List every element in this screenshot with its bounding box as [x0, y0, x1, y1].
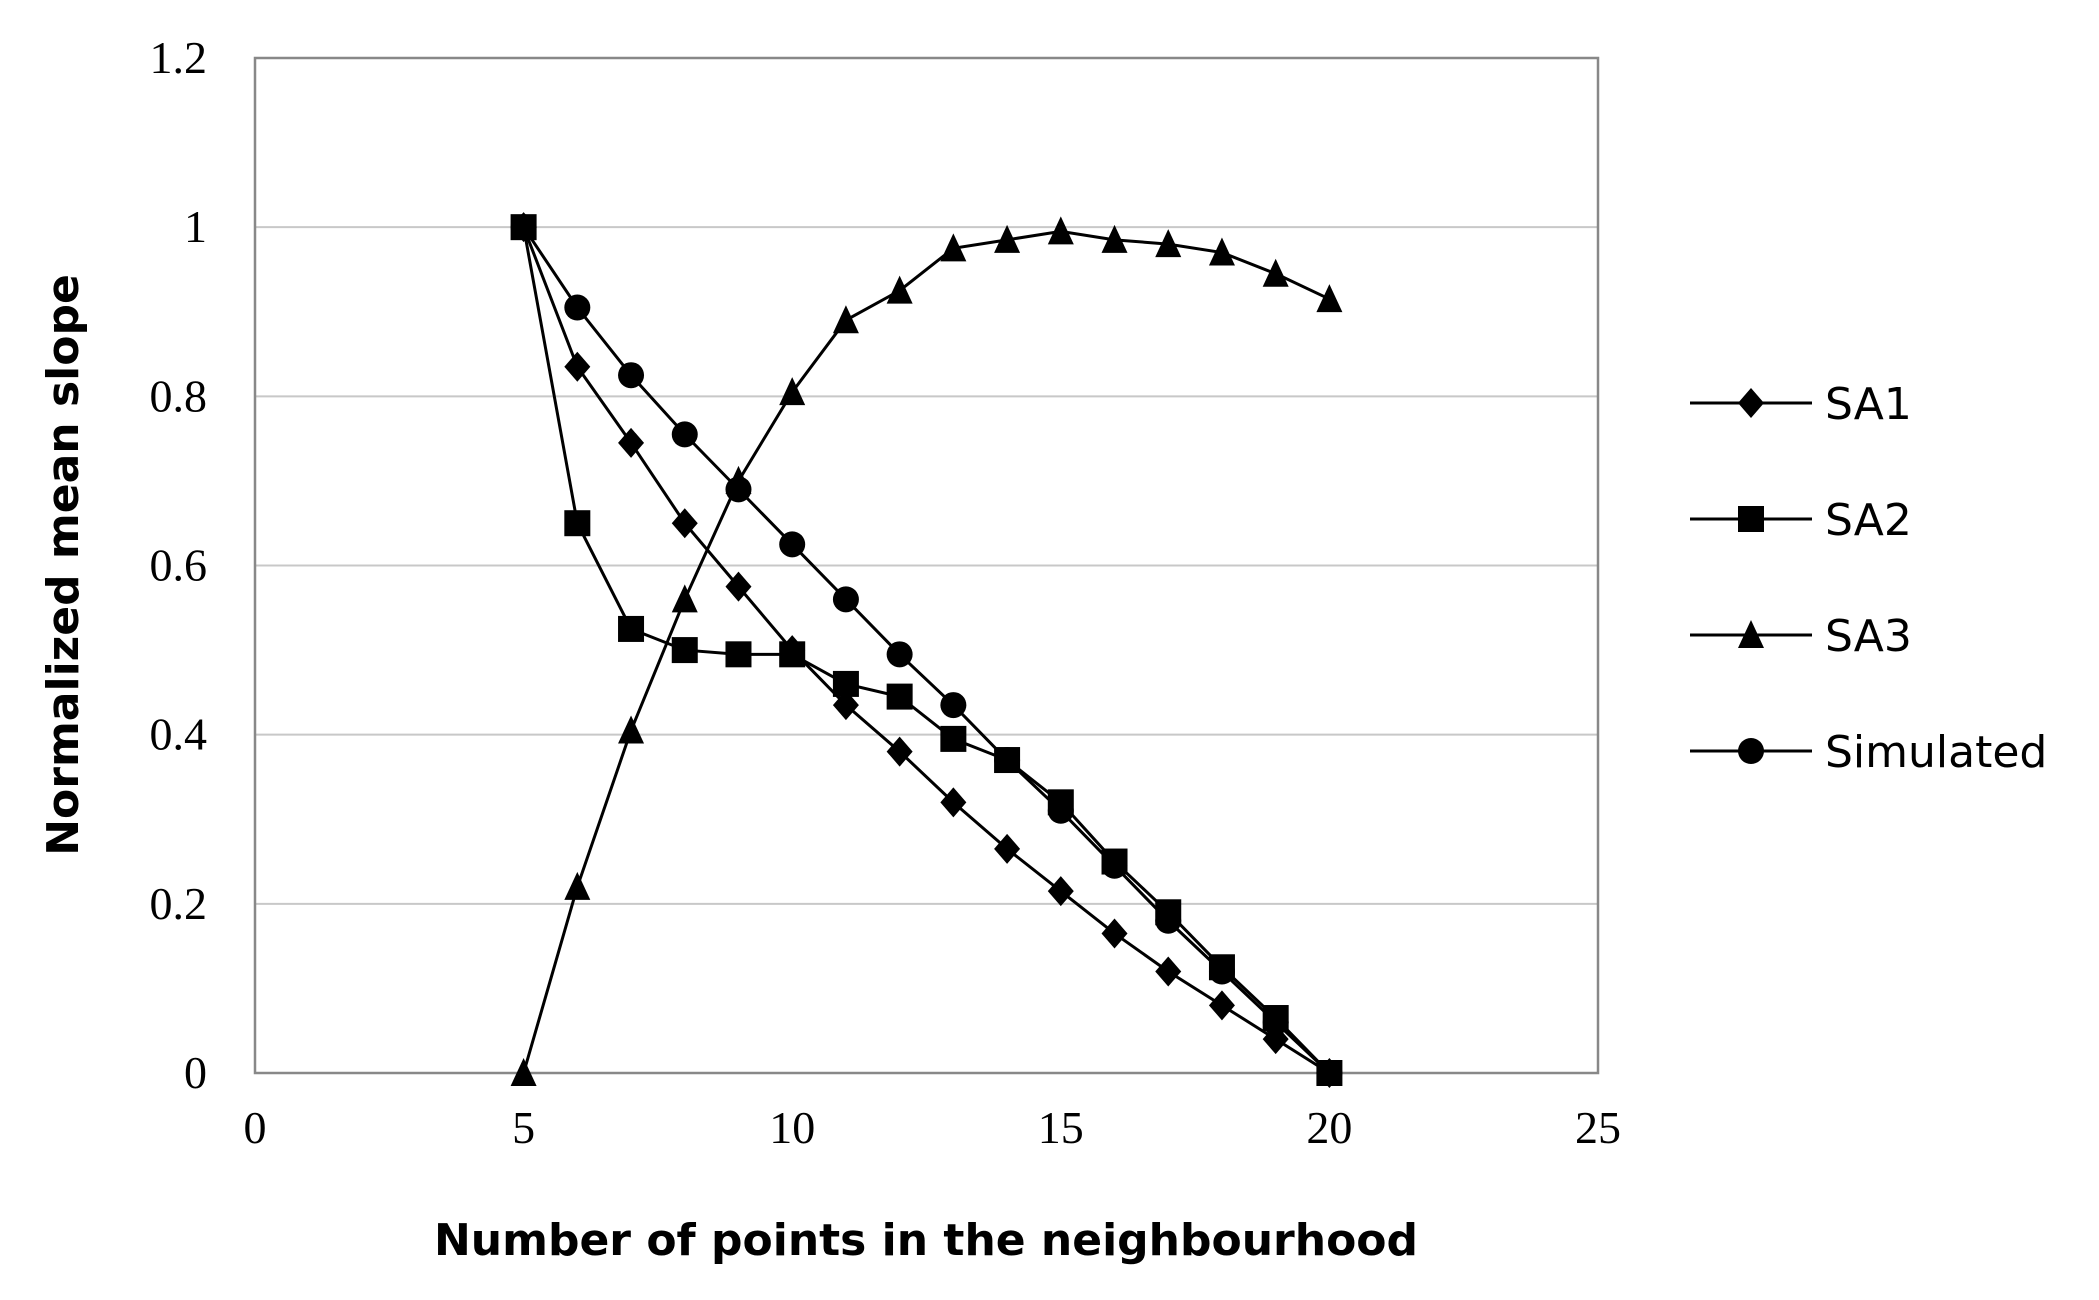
data-point	[618, 715, 645, 744]
data-point	[779, 377, 806, 406]
data-point	[1101, 224, 1128, 253]
data-point	[994, 833, 1021, 864]
legend-label: SA2	[1825, 495, 1912, 546]
data-point	[1101, 852, 1128, 879]
series-line	[522, 226, 1331, 1075]
data-point	[886, 275, 913, 304]
data-point	[940, 725, 967, 752]
legend-marker	[1738, 738, 1764, 764]
data-point	[779, 641, 806, 668]
data-point	[671, 508, 698, 539]
data-point	[671, 637, 698, 664]
legend-marker	[1738, 620, 1764, 648]
data-point	[1155, 956, 1182, 987]
data-point	[510, 214, 537, 241]
data-point	[940, 692, 967, 719]
data-point	[886, 736, 913, 767]
data-point	[940, 787, 967, 818]
data-point	[564, 294, 591, 321]
y-axis-title: Normalized mean slope	[38, 274, 89, 856]
y-tick-label: 1	[184, 201, 207, 252]
data-point	[618, 615, 645, 642]
data-point	[832, 670, 859, 697]
data-point	[671, 421, 698, 448]
data-point	[886, 641, 913, 668]
y-tick-label: 0.2	[150, 878, 208, 929]
legend-marker	[1738, 506, 1764, 532]
data-point	[564, 351, 591, 382]
data-point	[618, 362, 645, 389]
y-tick-label: 0	[184, 1047, 207, 1098]
data-point	[779, 531, 806, 558]
data-point	[832, 690, 859, 721]
series-line	[522, 226, 1331, 1075]
data-point	[671, 584, 698, 613]
x-tick-label: 15	[1038, 1102, 1084, 1153]
y-tick-label: 0.8	[150, 370, 208, 421]
data-point	[1316, 284, 1343, 313]
series-line	[522, 229, 1331, 1074]
data-point	[510, 1058, 537, 1086]
data-point	[725, 641, 752, 668]
data-point	[1262, 258, 1289, 287]
legend-label: Simulated	[1825, 727, 2047, 778]
data-point	[994, 224, 1021, 253]
y-tick-label: 0.6	[150, 540, 208, 591]
data-point	[994, 747, 1021, 774]
data-point	[725, 571, 752, 602]
y-tick-label: 0.4	[150, 709, 208, 760]
x-tick-label: 25	[1575, 1102, 1621, 1153]
data-point	[1101, 918, 1128, 949]
data-point	[1047, 216, 1074, 245]
legend-label: SA1	[1825, 379, 1912, 430]
x-tick-label: 20	[1306, 1102, 1352, 1153]
data-point	[564, 510, 591, 537]
y-tick-label: 1.2	[150, 32, 208, 83]
x-tick-label: 10	[769, 1102, 815, 1153]
data-point	[1316, 1060, 1343, 1086]
data-point	[1155, 229, 1182, 258]
data-point	[940, 233, 967, 262]
legend-marker	[1738, 388, 1764, 418]
data-point	[725, 476, 752, 503]
data-point	[1047, 876, 1074, 907]
data-point	[1208, 990, 1235, 1021]
data-point	[1047, 797, 1074, 824]
data-point	[832, 305, 859, 334]
legend-label: SA3	[1825, 611, 1912, 662]
x-tick-label: 5	[512, 1102, 535, 1153]
data-point	[832, 586, 859, 613]
data-point	[618, 427, 645, 458]
data-point	[564, 871, 591, 900]
data-point	[1208, 237, 1235, 266]
data-point	[1262, 1009, 1289, 1036]
x-axis-title: Number of points in the neighbourhood	[434, 1215, 1418, 1266]
plot-border	[253, 56, 1600, 1075]
series-line	[522, 226, 1331, 1075]
x-tick-label: 0	[244, 1102, 267, 1153]
data-point	[1208, 958, 1235, 985]
data-point	[886, 683, 913, 710]
data-point	[1155, 907, 1182, 934]
